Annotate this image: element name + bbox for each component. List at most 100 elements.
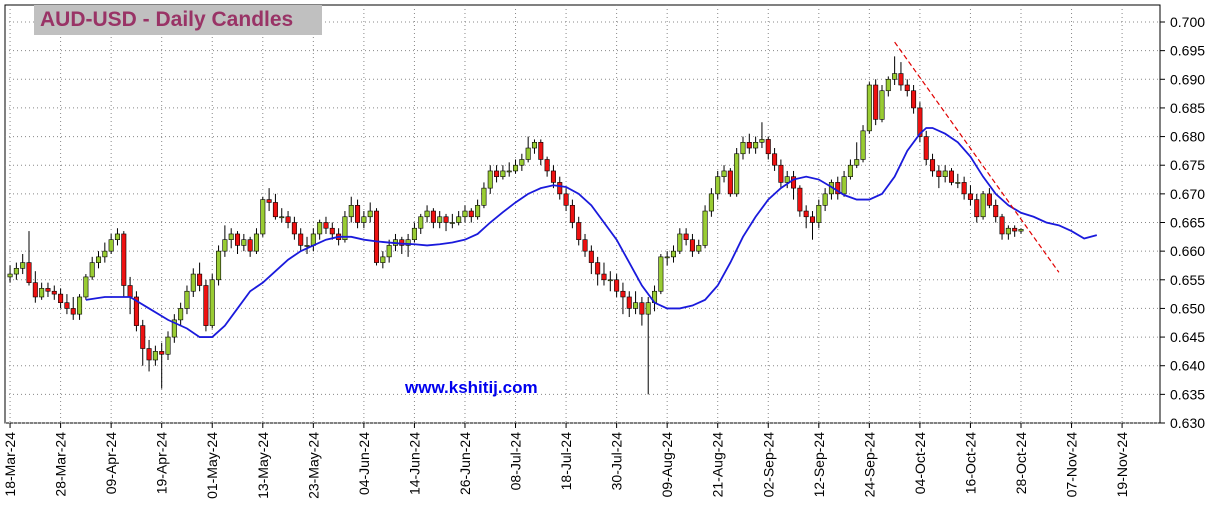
candle-body: [822, 193, 828, 206]
candle-body: [746, 142, 752, 149]
candle-body: [765, 139, 771, 155]
x-tick-label: 04-Oct-24: [912, 432, 928, 494]
candle-body: [847, 164, 853, 177]
candle-body: [487, 170, 493, 189]
candle-body: [184, 290, 190, 309]
x-tick-label: 16-Oct-24: [962, 432, 978, 494]
candle-body: [620, 290, 626, 298]
candle-body: [355, 205, 361, 223]
y-tick-label: 0.630: [1170, 415, 1205, 431]
candle-body: [285, 216, 291, 223]
candle-body: [980, 193, 986, 218]
candle-body: [639, 302, 645, 315]
candle-body: [475, 205, 481, 218]
candle-body: [715, 176, 721, 195]
y-tick-label: 0.665: [1170, 215, 1205, 231]
candle-body: [216, 250, 222, 281]
candle-body: [923, 136, 929, 160]
candle-body: [974, 199, 980, 218]
candle-body: [140, 325, 146, 349]
y-tick-label: 0.635: [1170, 386, 1205, 402]
candle-body: [999, 216, 1005, 235]
candle-body: [936, 170, 942, 177]
candle-body: [443, 216, 449, 223]
candle-body: [588, 250, 594, 263]
candle-body: [721, 170, 727, 177]
candle-body: [39, 288, 45, 298]
candle-body: [1018, 229, 1024, 232]
candle-body: [582, 239, 588, 252]
candle-body: [405, 239, 411, 246]
candle-body: [607, 279, 613, 282]
candle-body: [506, 170, 512, 173]
candle-body: [917, 107, 923, 137]
y-tick-label: 0.645: [1170, 329, 1205, 345]
candle-body: [1005, 227, 1011, 235]
grid: [5, 5, 1165, 428]
candle-body: [911, 90, 917, 109]
candle-body: [689, 239, 695, 252]
x-tick-label: 09-Apr-24: [103, 432, 119, 494]
y-tick-label: 0.650: [1170, 300, 1205, 316]
x-tick-label: 02-Sep-24: [760, 432, 776, 498]
x-tick-label: 19-Nov-24: [1114, 432, 1130, 498]
candle-body: [481, 187, 487, 206]
title-box: [34, 5, 322, 35]
candle-body: [108, 239, 114, 252]
x-tick-label: 19-Apr-24: [154, 432, 170, 494]
candle-body: [784, 176, 790, 183]
y-tick-label: 0.700: [1170, 14, 1205, 30]
candle-body: [228, 233, 234, 240]
x-tick-label: 21-Aug-24: [710, 432, 726, 498]
x-tick-label: 12-Sep-24: [811, 432, 827, 498]
x-tick-label: 04-Jun-24: [356, 432, 372, 495]
candle-body: [159, 351, 165, 355]
candle-body: [531, 142, 537, 149]
candle-body: [569, 205, 575, 223]
candle-body: [323, 222, 329, 229]
candle-body: [462, 210, 468, 218]
candle-body: [20, 262, 26, 269]
candle-body: [380, 256, 386, 263]
candle-body: [367, 210, 373, 218]
candle-body: [942, 170, 948, 177]
candle-body: [854, 159, 860, 166]
candle-body: [437, 216, 443, 223]
candle-body: [955, 182, 961, 184]
candle-body: [708, 193, 714, 212]
moving-average-line: [85, 127, 1098, 338]
candle-body: [892, 73, 898, 80]
candle-body: [727, 170, 733, 195]
x-tick-label: 26-Jun-24: [457, 432, 473, 495]
candle-body: [32, 282, 38, 298]
candle-body: [791, 176, 797, 189]
candle-body: [45, 288, 51, 292]
candle-body: [70, 308, 76, 315]
candle-body: [614, 279, 620, 292]
candle-body: [645, 302, 651, 315]
candle-body: [753, 142, 759, 149]
y-tick-label: 0.640: [1170, 358, 1205, 374]
candle-body: [266, 199, 272, 203]
candle-body: [171, 319, 177, 338]
candle-body: [879, 90, 885, 120]
candle-body: [696, 245, 702, 252]
candle-body: [190, 273, 196, 292]
candle-body: [525, 147, 531, 160]
x-tick-label: 09-Aug-24: [659, 432, 675, 498]
candle-body: [272, 202, 278, 218]
marks: [7, 41, 1098, 395]
candle-body: [247, 239, 253, 252]
candle-body: [993, 205, 999, 218]
candle-body: [279, 216, 285, 219]
x-tick-label: 01-May-24: [204, 432, 220, 499]
candle-body: [873, 84, 879, 120]
candle-body: [209, 279, 215, 326]
candle-body: [519, 159, 525, 166]
candle-body: [778, 164, 784, 183]
candle-body: [664, 256, 670, 259]
candle-body: [121, 233, 127, 286]
y-tick-label: 0.670: [1170, 186, 1205, 202]
candle-body: [797, 187, 803, 212]
candle-body: [967, 193, 973, 200]
